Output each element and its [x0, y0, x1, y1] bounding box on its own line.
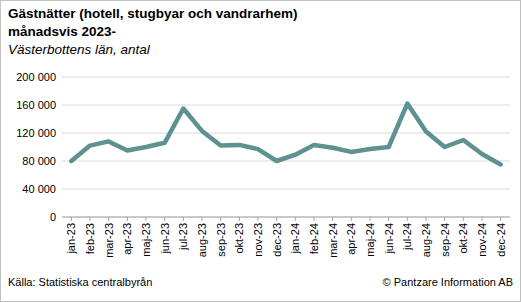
x-tick — [146, 217, 147, 221]
subtitle: Västerbottens län, antal — [8, 42, 151, 57]
x-tick — [314, 217, 315, 221]
y-tick-label: 40 000 — [22, 183, 56, 195]
x-tick-label: apr-23 — [121, 223, 133, 255]
x-tick — [202, 217, 203, 221]
x-tick-label: okt-23 — [233, 223, 245, 254]
x-tick-label: dec-24 — [495, 223, 507, 257]
x-tick — [71, 217, 72, 221]
x-tick-label: nov-24 — [476, 223, 488, 257]
x-tick — [183, 217, 184, 221]
grid-line — [62, 161, 510, 162]
credit: © Pantzare Information AB — [383, 276, 513, 288]
source: Källa: Statistiska centralbyrån — [8, 276, 152, 288]
x-tick — [500, 217, 501, 221]
series-line — [71, 104, 500, 165]
grid-line — [62, 189, 510, 190]
frame — [1, 1, 521, 302]
x-tick-label: jan-24 — [289, 223, 301, 255]
y-tick-label: 200 000 — [16, 71, 56, 83]
x-tick — [482, 217, 483, 221]
x-tick-label: nov-23 — [252, 223, 264, 257]
title: Gästnätter (hotell, stugbyar och vandrar… — [8, 6, 298, 39]
x-tick-label: dec-23 — [271, 223, 283, 257]
x-tick — [426, 217, 427, 221]
x-tick — [370, 217, 371, 221]
x-tick — [332, 217, 333, 221]
x-tick — [90, 217, 91, 221]
x-tick — [444, 217, 445, 221]
grid-line — [62, 133, 510, 134]
x-tick — [220, 217, 221, 221]
grid-line — [62, 105, 510, 106]
x-tick — [127, 217, 128, 221]
x-tick — [463, 217, 464, 221]
x-tick-label: jun-24 — [383, 223, 395, 255]
x-tick-label: okt-24 — [457, 223, 469, 254]
x-tick — [407, 217, 408, 221]
x-tick — [276, 217, 277, 221]
x-tick-label: jul-24 — [401, 223, 413, 251]
x-tick-label: feb-23 — [84, 223, 96, 254]
x-tick-label: mar-23 — [103, 223, 115, 258]
x-tick-label: jan-23 — [65, 223, 77, 255]
x-tick — [108, 217, 109, 221]
x-tick-label: feb-24 — [308, 223, 320, 254]
x-tick-label: jul-23 — [177, 223, 189, 251]
plot-area — [71, 104, 500, 165]
x-tick-label: jun-23 — [159, 223, 171, 255]
y-tick-label: 0 — [50, 211, 56, 223]
x-tick — [295, 217, 296, 221]
grid-line — [62, 217, 510, 218]
y-tick-label: 120 000 — [16, 127, 56, 139]
x-tick — [164, 217, 165, 221]
x-tick-label: aug-24 — [420, 223, 432, 257]
x-tick — [239, 217, 240, 221]
x-tick-label: apr-24 — [345, 223, 357, 255]
grid-line — [62, 77, 510, 78]
x-tick-label: maj-23 — [140, 223, 152, 257]
x-tick — [351, 217, 352, 221]
x-tick-label: aug-23 — [196, 223, 208, 257]
x-tick — [388, 217, 389, 221]
x-tick — [258, 217, 259, 221]
chart: Gästnätter (hotell, stugbyar och vandrar… — [0, 0, 521, 302]
y-tick-label: 80 000 — [22, 155, 56, 167]
x-axis — [62, 217, 510, 218]
x-tick-label: sep-24 — [439, 223, 451, 257]
x-tick-label: maj-24 — [364, 223, 376, 257]
y-tick-label: 160 000 — [16, 99, 56, 111]
x-tick-label: sep-23 — [215, 223, 227, 257]
x-tick-label: mar-24 — [327, 223, 339, 258]
